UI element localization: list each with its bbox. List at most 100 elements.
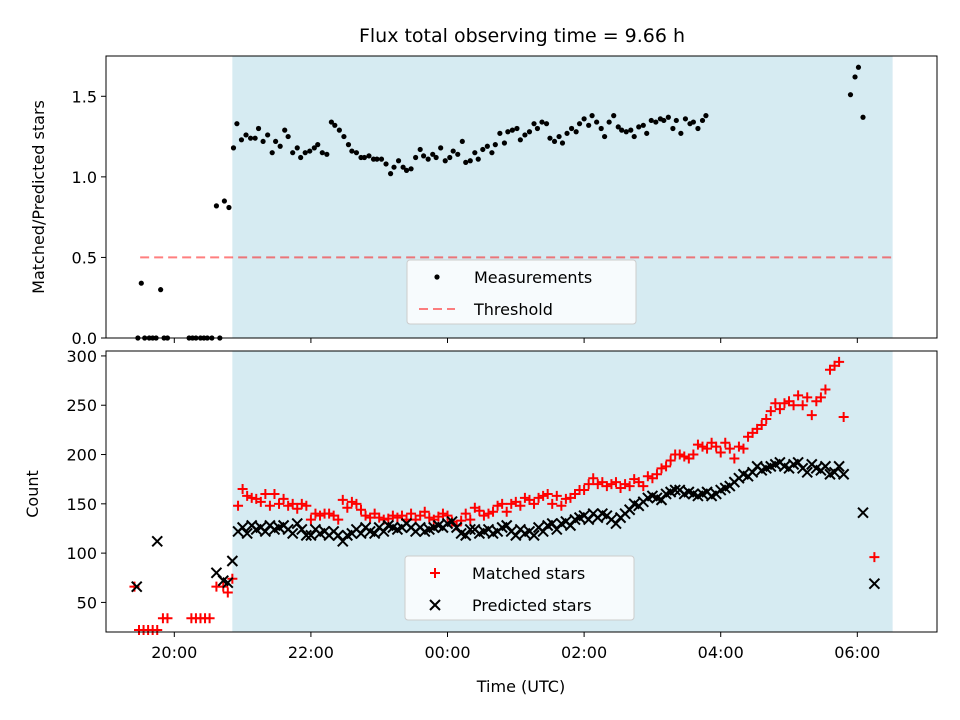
bottom-legend-marker xyxy=(429,599,441,611)
measurement-point xyxy=(255,125,262,132)
measurement-point xyxy=(336,127,342,133)
matched-star-point xyxy=(838,412,849,423)
matched-star-point xyxy=(638,481,649,492)
measurement-point xyxy=(221,198,227,204)
measurement-point xyxy=(277,143,283,149)
measurement-point xyxy=(243,132,249,138)
measurement-point xyxy=(290,150,296,156)
matched-star-point xyxy=(774,404,785,415)
measurement-point xyxy=(852,74,858,80)
matched-star-point xyxy=(162,613,173,624)
bottom-y-tick-label: 100 xyxy=(66,544,97,563)
measurement-point xyxy=(450,148,456,154)
measurement-point xyxy=(302,150,308,156)
matched-star-point xyxy=(492,500,503,511)
bottom-legend-marker xyxy=(430,568,440,578)
matched-star-point xyxy=(606,479,617,490)
measurement-point xyxy=(395,158,402,164)
measurement-point xyxy=(273,138,279,145)
matched-star-point xyxy=(264,500,275,511)
bottom-legend-label: Matched stars xyxy=(472,564,585,583)
measurement-point xyxy=(678,130,684,136)
matched-star-point xyxy=(360,510,371,521)
measurement-point xyxy=(361,154,368,161)
bottom-y-tick-label: 200 xyxy=(66,446,97,465)
measurement-point xyxy=(505,129,511,135)
predicted-star-point xyxy=(857,506,869,519)
matched-star-point xyxy=(333,514,344,525)
matched-star-point xyxy=(592,479,603,490)
measurement-point xyxy=(615,124,621,130)
matched-star-point xyxy=(292,503,303,514)
measurement-point xyxy=(345,142,352,148)
measurement-point xyxy=(247,135,254,141)
measurement-point xyxy=(598,125,604,132)
bottom-y-ticks: 50 100 150 200 250 300 xyxy=(66,347,106,612)
matched-star-point xyxy=(346,496,357,507)
matched-star-point xyxy=(551,490,562,501)
measurement-point xyxy=(391,164,397,170)
measurement-point xyxy=(640,122,646,128)
matched-star-point xyxy=(869,552,880,563)
measurement-point xyxy=(260,138,266,145)
measurement-point xyxy=(252,135,258,141)
x-tick-label: 00:00 xyxy=(424,643,470,662)
matched-star-point xyxy=(274,498,285,509)
matched-star-point xyxy=(588,473,599,484)
measurement-point xyxy=(573,129,579,135)
matched-star-point xyxy=(834,356,845,367)
top-y-ticks: 0.0 0.5 1.0 1.5 xyxy=(72,87,106,348)
measurement-point xyxy=(514,125,520,132)
matched-star-point xyxy=(542,488,553,499)
measurement-point xyxy=(501,140,508,146)
matched-star-point xyxy=(729,453,740,464)
matched-star-point xyxy=(624,481,635,492)
matched-star-point xyxy=(442,510,453,521)
measurement-point xyxy=(636,124,642,130)
matched-star-point xyxy=(242,490,253,501)
matched-star-point xyxy=(820,384,831,395)
measurement-point xyxy=(539,119,545,125)
matched-star-point xyxy=(547,498,558,509)
measurement-point xyxy=(606,119,612,125)
matched-star-point xyxy=(315,510,326,521)
predicted-star-point xyxy=(226,555,239,567)
ratio-plot-area xyxy=(135,56,893,341)
x-tick-label: 06:00 xyxy=(834,643,880,662)
bottom-y-tick-label: 250 xyxy=(66,396,97,415)
matched-star-point xyxy=(610,477,621,488)
measurement-point xyxy=(285,133,291,140)
measurement-point xyxy=(594,119,600,125)
measurement-point xyxy=(670,125,676,132)
matched-star-point xyxy=(324,508,335,519)
matched-star-point xyxy=(802,392,813,403)
measurement-point xyxy=(408,166,414,172)
matched-star-point xyxy=(424,512,435,523)
measurement-point xyxy=(703,113,709,119)
matched-star-point xyxy=(620,479,631,490)
predicted-star-point xyxy=(528,529,540,542)
matched-star-point xyxy=(642,471,653,482)
matched-star-point xyxy=(720,437,731,448)
x-tick-label: 02:00 xyxy=(561,643,607,662)
measurement-point xyxy=(294,145,300,151)
measurement-point xyxy=(653,119,659,125)
measurement-point xyxy=(847,92,854,98)
measurement-point xyxy=(673,117,679,124)
predicted-star-point xyxy=(464,523,476,536)
measurement-point xyxy=(695,125,701,132)
measurement-point xyxy=(551,138,558,145)
bottom-y-tick-label: 50 xyxy=(77,593,97,612)
matched-star-point xyxy=(538,490,549,501)
measurement-point xyxy=(497,130,503,136)
measurement-point xyxy=(526,129,533,135)
top-legend-box xyxy=(406,259,637,325)
matched-star-point xyxy=(702,443,713,454)
top-legend-marker xyxy=(434,274,440,280)
matched-star-point xyxy=(465,514,476,525)
measurement-point xyxy=(619,127,625,133)
measurement-point xyxy=(623,129,629,135)
matched-star-point xyxy=(337,494,348,505)
bottom-y-tick-label: 150 xyxy=(66,495,97,514)
